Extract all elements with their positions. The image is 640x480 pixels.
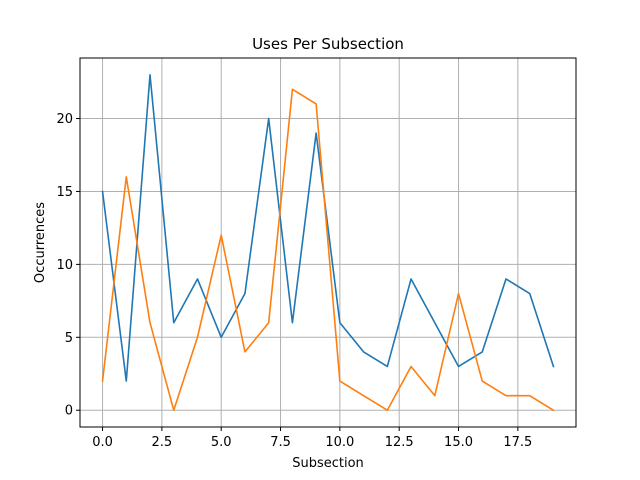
y-tick-label: 15 [56, 185, 73, 200]
y-tick-label: 0 [65, 404, 73, 419]
x-axis-label: Subsection [292, 456, 364, 471]
grid-layer [80, 58, 576, 427]
y-tick-label: 10 [56, 258, 73, 273]
plot-frame [79, 57, 577, 428]
x-tick-label: 15.0 [444, 435, 473, 450]
y-axis-label: Occurrences [33, 202, 48, 283]
x-tick-label: 2.5 [152, 435, 173, 450]
x-tick-label: 0.0 [92, 435, 113, 450]
tick-layer: 0.0 2.5 5.0 7.5 10.0 12.5 15.0 17.5 0 5 10 15 20 [56, 112, 532, 450]
chart-title: Uses Per Subsection [252, 35, 404, 53]
y-tick-label: 5 [65, 331, 73, 346]
series-line-1 [101, 73, 555, 382]
x-tick-label: 5.0 [211, 435, 232, 450]
x-tick-label: 12.5 [385, 435, 414, 450]
x-tick-label: 17.5 [503, 435, 532, 450]
series-line-2 [101, 88, 555, 412]
x-tick-label: 10.0 [325, 435, 354, 450]
series-layer [101, 73, 555, 412]
x-tick-label: 7.5 [270, 435, 291, 450]
y-tick-label: 20 [56, 112, 73, 127]
